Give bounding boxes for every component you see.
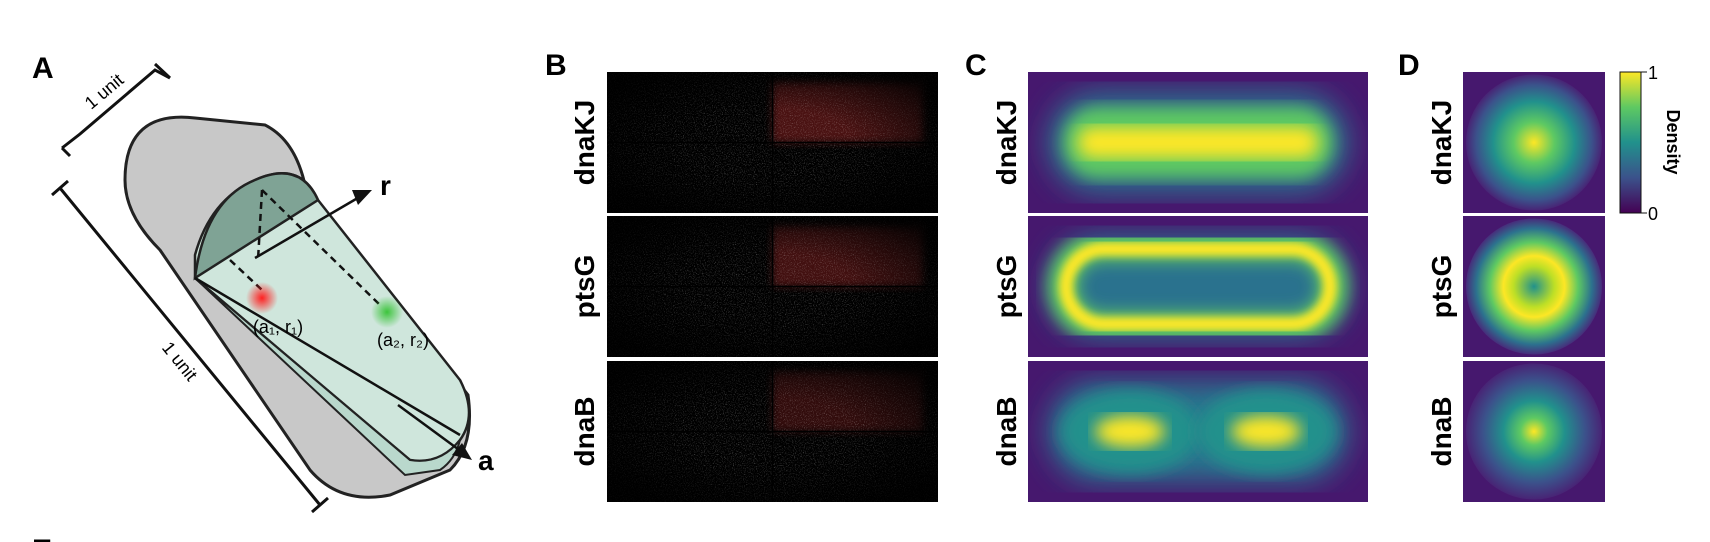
- colorbar-max: 1: [1648, 63, 1658, 83]
- density-disc: [1466, 74, 1602, 211]
- panel-label: A: [32, 52, 54, 85]
- panel-label: E: [32, 534, 52, 542]
- axis-a-label: a: [478, 445, 494, 476]
- ring: [1059, 242, 1337, 331]
- row-label: ptsG: [991, 255, 1022, 319]
- row-label: dnaKJ: [569, 100, 600, 186]
- panel-label: B: [545, 49, 567, 82]
- panel-label: C: [965, 49, 987, 82]
- row-label: dnaKJ: [991, 100, 1022, 186]
- density-map: [1028, 216, 1368, 357]
- axis-r-label: r: [380, 170, 391, 201]
- density-maps: dnaKJ ptsG dnaB: [991, 72, 1368, 502]
- row-label: dnaKJ: [1426, 100, 1457, 186]
- spot: [1231, 415, 1301, 448]
- colorbar-label: Density: [1663, 109, 1683, 174]
- row-label: dnaB: [1426, 397, 1457, 467]
- row-label: dnaB: [991, 397, 1022, 467]
- width-label: 1 unit: [81, 70, 128, 114]
- core: [1078, 127, 1318, 158]
- cross-section-maps: dnaKJ ptsG dnaB: [1426, 72, 1605, 502]
- colorbar-min: 0: [1648, 204, 1658, 224]
- colorbar: [1619, 71, 1642, 214]
- point-label: (a₂, r₂): [377, 330, 429, 350]
- raw-images: dnaKJ ptsG dnaB: [569, 72, 938, 502]
- length-label: 1 unit: [158, 338, 201, 385]
- spot: [1095, 415, 1165, 448]
- density-map: [1028, 72, 1368, 213]
- row-label: ptsG: [569, 255, 600, 319]
- density-disc: [1466, 363, 1602, 500]
- panel-label: D: [1398, 49, 1420, 82]
- map-content: [1028, 216, 1368, 357]
- row-label: ptsG: [1426, 255, 1457, 319]
- map-content: [1028, 72, 1368, 213]
- map-content: [1028, 361, 1368, 502]
- density-map: [1028, 361, 1368, 502]
- density-disc: [1466, 218, 1602, 355]
- row-label: dnaB: [569, 397, 600, 467]
- cell-diagram: [51, 62, 472, 514]
- halo: [1048, 236, 1348, 337]
- point-label: (a₁, r₁): [253, 317, 303, 337]
